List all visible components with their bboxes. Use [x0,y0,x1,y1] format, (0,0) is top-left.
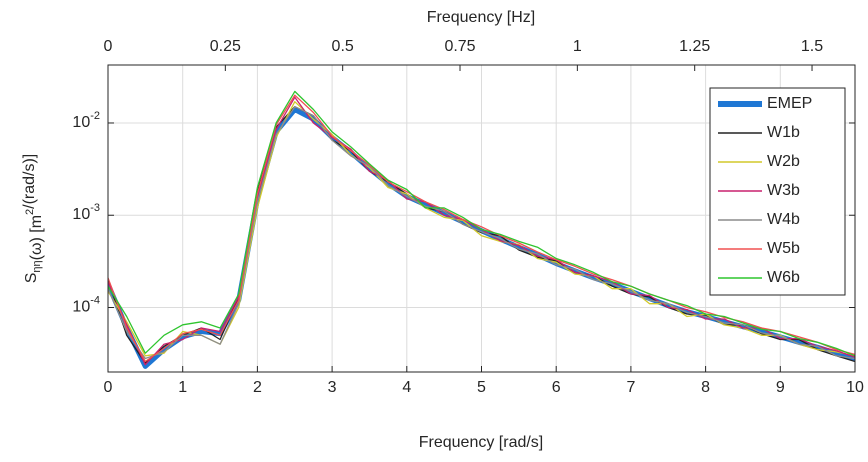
legend-label: W6b [767,269,800,286]
x2-tick-label: 1 [573,38,582,55]
series-group [108,90,855,369]
x-tick-label: 2 [253,379,262,396]
series-line [108,101,855,357]
y-tick-label: 10-2 [72,110,100,131]
legend-label: W3b [767,182,800,199]
x-tick-label: 1 [178,379,187,396]
x2-tick-label: 1.25 [679,38,710,55]
x2-tick-label: 0.25 [210,38,241,55]
legend-label: W1b [767,124,800,141]
legend-label: W5b [767,240,800,257]
legend-label: EMEP [767,95,812,112]
x2-tick-label: 0 [104,38,113,55]
y-tick-label: 10-3 [72,202,100,223]
x2-tick-label: 0.5 [332,38,354,55]
series-line [108,90,855,357]
x-tick-label: 3 [328,379,337,396]
x-tick-label: 4 [402,379,411,396]
x-axis-label: Frequency [rad/s] [419,434,544,451]
x2-tick-label: 1.5 [801,38,823,55]
x-tick-label: 10 [846,379,864,396]
y-axis-label: Sηη(ω) [m2/(rad/s)] [21,154,45,284]
axes-box [107,64,856,373]
x2-tick-label: 0.75 [444,38,475,55]
y-tick-label: 10-4 [72,294,100,315]
series-line [108,106,855,360]
legend-label: W2b [767,153,800,170]
legend-label: W4b [767,211,800,228]
x-tick-label: 6 [552,379,561,396]
x-tick-label: 9 [776,379,785,396]
x2-axis-label: Frequency [Hz] [427,9,535,26]
x-tick-label: 0 [104,379,113,396]
x-tick-label: 7 [626,379,635,396]
x-tick-label: 8 [701,379,710,396]
x-tick-label: 5 [477,379,486,396]
